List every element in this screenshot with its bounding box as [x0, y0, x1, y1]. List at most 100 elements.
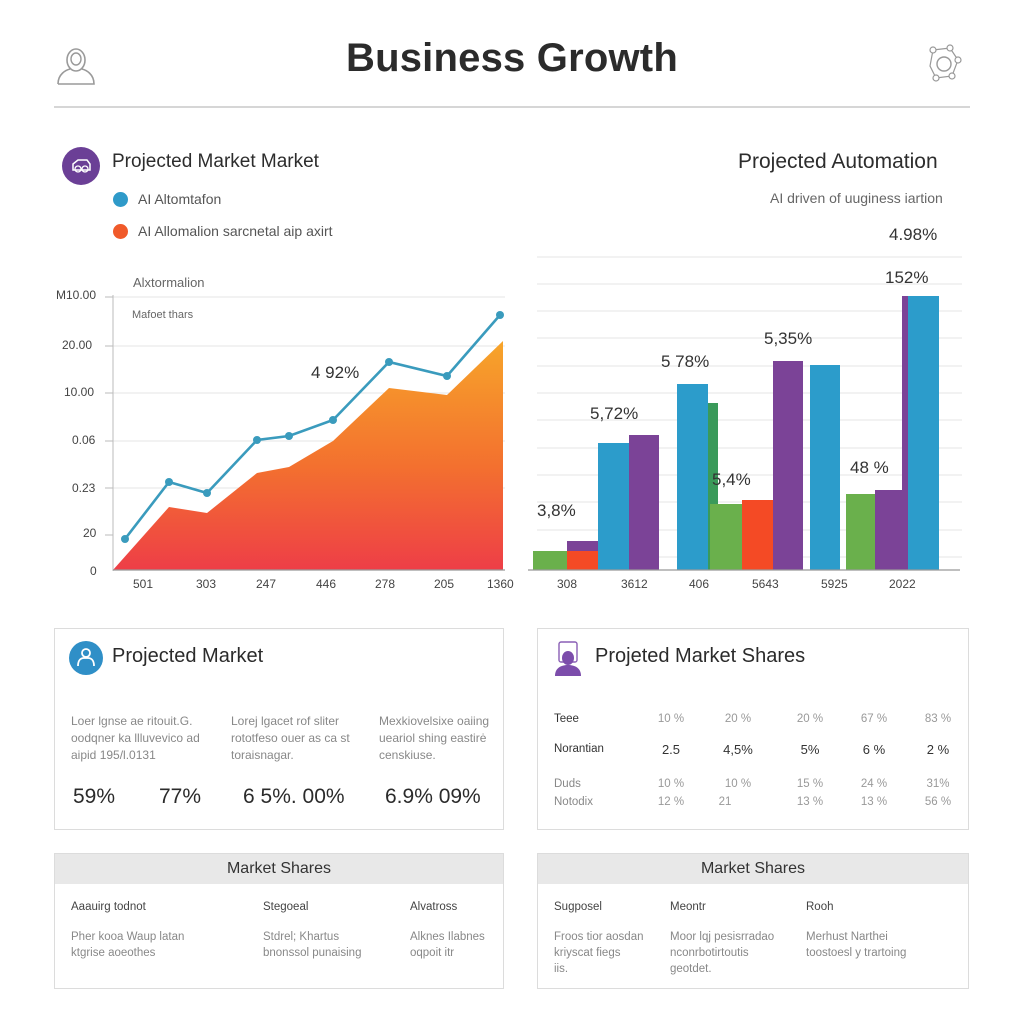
x-tick: 2022 [889, 577, 916, 591]
legend-label: AI Altomtafon [138, 191, 222, 207]
card-text-column-1: Loer lgnse ae ritouit.G. oodqner ka lllu… [71, 714, 200, 762]
bar-label: 5,35% [764, 329, 813, 348]
right-chart-title: Projected Automation [738, 150, 938, 173]
table-cell: 24 % [860, 778, 888, 790]
bar-label: 48 % [850, 458, 889, 477]
y-tick: 0.23 [72, 481, 96, 495]
card-title: Projected Market [112, 645, 264, 667]
table-cell: 83 % [924, 713, 952, 725]
y-tick: 0.06 [72, 433, 96, 447]
market-shares-header: Market Shares [538, 854, 968, 884]
column-title: Meontr [670, 901, 706, 913]
y-tick: M10.00 [56, 288, 97, 302]
table-cell: 10 % [657, 778, 685, 790]
x-tick: 205 [434, 577, 455, 591]
y-tick: 0 [90, 564, 97, 578]
header-divider [54, 106, 970, 108]
x-tick: 446 [316, 577, 337, 591]
bar-series [533, 296, 939, 570]
table-cell: 21 [718, 796, 732, 808]
table-cell: 13 % [860, 796, 888, 808]
x-tick: 247 [256, 577, 277, 591]
table-cell: 2 % [926, 742, 950, 757]
table-cell: 20 % [724, 713, 752, 725]
legend-label: AI Allomalion sarcnetal aip axirt [138, 223, 333, 239]
column-body: Froos tior aosdan kriyscat fiegs iis. [554, 931, 644, 975]
x-tick: 3612 [621, 577, 648, 591]
camera-icon [62, 147, 100, 185]
table-cell: 2.5 [661, 742, 681, 757]
legend-item-1[interactable]: AI Altomtafon [113, 191, 221, 207]
card-text-column-2: Lorej lgacet rof sliter rototfeso ouer a… [231, 714, 350, 762]
column-body: Stdrel; Khartus bnonssol punaising [263, 931, 362, 959]
user-icon [69, 641, 103, 675]
table-cell: 20 % [796, 713, 824, 725]
market-shares-right-card: Market Shares Sugposel Froos tior aosdan… [537, 853, 969, 989]
table-cell: 4,5% [723, 742, 753, 757]
column-title: Stegoeal [263, 901, 309, 913]
bar-label: 4.98% [889, 225, 938, 244]
y-tick: 20 [83, 526, 97, 540]
table-row-label: Notodix [554, 796, 593, 808]
x-tick: 1360 [487, 577, 514, 591]
table-cell: 67 % [860, 713, 888, 725]
table-cell: 15 % [796, 778, 824, 790]
column-title: Rooh [806, 901, 834, 913]
x-tick: 308 [557, 577, 578, 591]
column-title: Sugposel [554, 901, 602, 913]
stat-value: 59% [73, 785, 116, 808]
table-cell: 10 % [724, 778, 752, 790]
table-cell: 12 % [657, 796, 685, 808]
column-body: Merhust Narthei toostoesl y trartoing [806, 931, 907, 959]
column-body: Moor lqj pesisrradao nconrbotirtoutis ge… [670, 931, 775, 975]
legend-swatch-orange [113, 223, 128, 239]
table-cell: 31% [926, 778, 950, 790]
x-tick: 5643 [752, 577, 779, 591]
bar-label: 152% [885, 268, 929, 287]
column-body: Pher kooa Waup latan ktgrise aoeothes [71, 931, 185, 959]
page-title: Business Growth [346, 36, 678, 80]
left-chart-title: Projected Market Market [112, 151, 319, 172]
stat-value: 77% [159, 785, 202, 808]
market-shares-left-card: Market Shares Aaauirg todnot Pher kooa W… [54, 853, 504, 989]
x-tick: 278 [375, 577, 396, 591]
legend-item-2[interactable]: AI Allomalion sarcnetal aip axirt [113, 223, 333, 239]
stat-value: 6.9% 09% [385, 785, 481, 808]
y-tick: 10.00 [64, 385, 95, 399]
card-text-column-3: Mexkiovelsixe oaiing ueariol shing easti… [379, 714, 490, 762]
table-row-label: Duds [554, 778, 581, 790]
user-profile-icon[interactable] [54, 42, 98, 86]
bar-label: 5,72% [590, 404, 639, 423]
column-title: Alvatross [410, 901, 458, 913]
page-header: Business Growth [0, 0, 1024, 108]
market-shares-header: Market Shares [55, 854, 503, 884]
bar-label: 3,8% [537, 501, 576, 520]
stat-value: 6 5%. 00% [243, 785, 345, 808]
bar-label: 5,4% [712, 470, 751, 489]
table-row-label: Teee [554, 713, 579, 725]
bar-label: 5 78% [661, 352, 710, 371]
legend-swatch-blue [113, 191, 128, 207]
x-tick: 406 [689, 577, 710, 591]
x-tick: 303 [196, 577, 217, 591]
person-badge-icon [555, 641, 581, 676]
table-cell: 5% [800, 742, 820, 757]
table-cell: 13 % [796, 796, 824, 808]
x-tick: 5925 [821, 577, 848, 591]
table-cell: 56 % [924, 796, 952, 808]
table-cell: 10 % [657, 713, 685, 725]
table-cell: 6 % [862, 742, 886, 757]
table-row-label: Norantian [554, 743, 604, 755]
network-settings-icon[interactable] [920, 42, 968, 86]
card-title: Projeted Market Shares [595, 645, 806, 667]
projected-shares-card: Projeted Market Shares Teee 10 % 20 % 20… [537, 628, 969, 830]
left-chart-ylabel: Mafoet thars [132, 309, 194, 321]
y-tick: 20.00 [62, 338, 93, 352]
column-title: Aaauirg todnot [71, 901, 146, 913]
x-tick: 501 [133, 577, 154, 591]
chart-annotation: 4 92% [311, 363, 360, 382]
projected-market-card: Projected Market Loer lgnse ae ritouit.G… [54, 628, 504, 830]
left-chart-inner-title: Alxtormalion [133, 275, 205, 290]
column-body: Alknes Ilabnes oqpoit itr [410, 931, 485, 959]
